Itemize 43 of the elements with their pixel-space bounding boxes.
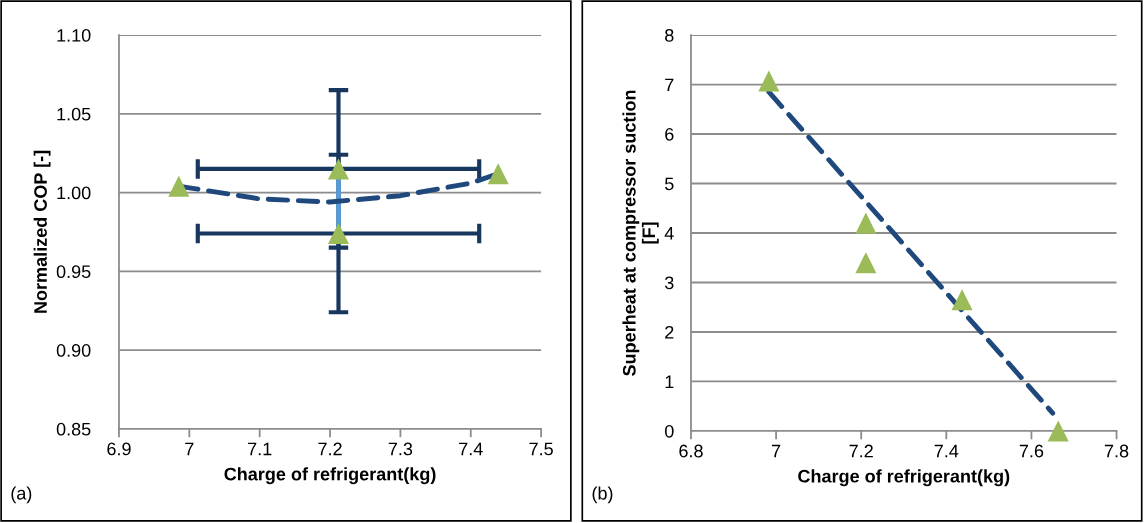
y-tick-label: 0.90 <box>56 344 91 357</box>
y-tick-label: 5 <box>664 177 674 191</box>
x-tick-label: 7.1 <box>248 442 272 456</box>
x-axis-title: Charge of refrigerant(kg) <box>798 469 1010 487</box>
y-axis-title: Superheat at compressor suction [F] <box>622 90 659 376</box>
point <box>327 158 350 180</box>
point <box>855 252 877 274</box>
y-tick-label: 0.85 <box>56 422 91 436</box>
x-tick-label: 7.8 <box>1104 444 1129 458</box>
x-tick-label: 7 <box>771 444 781 458</box>
x-tick-label: 7.4 <box>459 442 483 456</box>
y-tick-label: 1.10 <box>57 28 91 42</box>
text: (b) <box>592 486 613 504</box>
text: (a) <box>11 486 32 504</box>
point <box>1047 420 1069 442</box>
x-tick-label: 7.2 <box>318 442 342 456</box>
y-axis-title: Normalized COP [-] <box>33 150 51 313</box>
x-tick-label: 7.2 <box>849 444 873 458</box>
y-tick-label: 3 <box>664 276 674 290</box>
point <box>487 163 509 185</box>
y-tick-label: 0 <box>664 424 674 438</box>
y-tick-label: 8 <box>665 28 674 42</box>
x-tick-label: 7.4 <box>934 444 959 458</box>
x-tick-label: 7 <box>185 442 194 456</box>
x-tick-label: 7.5 <box>529 442 553 456</box>
point <box>168 175 190 197</box>
point <box>951 289 973 311</box>
y-tick-label: 0.95 <box>56 265 91 279</box>
x-axis-title: Charge of refrigerant(kg) <box>224 467 436 485</box>
x-tick-label: 6.8 <box>679 444 703 458</box>
x-tick-label: 7.3 <box>388 442 413 456</box>
y-tick-label: 1.05 <box>57 107 91 121</box>
y-tick-label: 2 <box>665 325 674 339</box>
y-tick-label: 1 <box>665 375 674 389</box>
point <box>327 222 350 245</box>
x-tick-label: 6.9 <box>107 442 131 456</box>
x-tick-label: 7.6 <box>1019 444 1044 458</box>
y-tick-label: 1.00 <box>57 186 91 200</box>
y-tick-label: 4 <box>664 227 674 240</box>
point <box>855 212 877 234</box>
y-tick-label: 6 <box>665 127 674 141</box>
y-tick-label: 7 <box>665 78 674 92</box>
point <box>758 70 780 92</box>
